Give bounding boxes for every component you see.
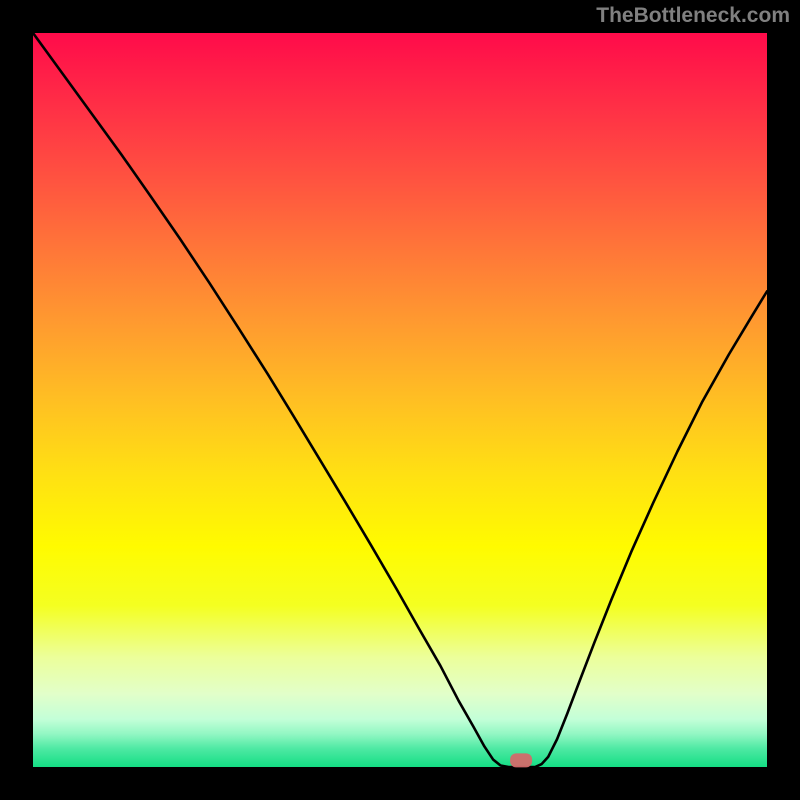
bottleneck-chart [0, 0, 800, 800]
plot-background [33, 33, 767, 767]
watermark-text: TheBottleneck.com [596, 4, 790, 28]
optimal-marker [510, 753, 532, 767]
